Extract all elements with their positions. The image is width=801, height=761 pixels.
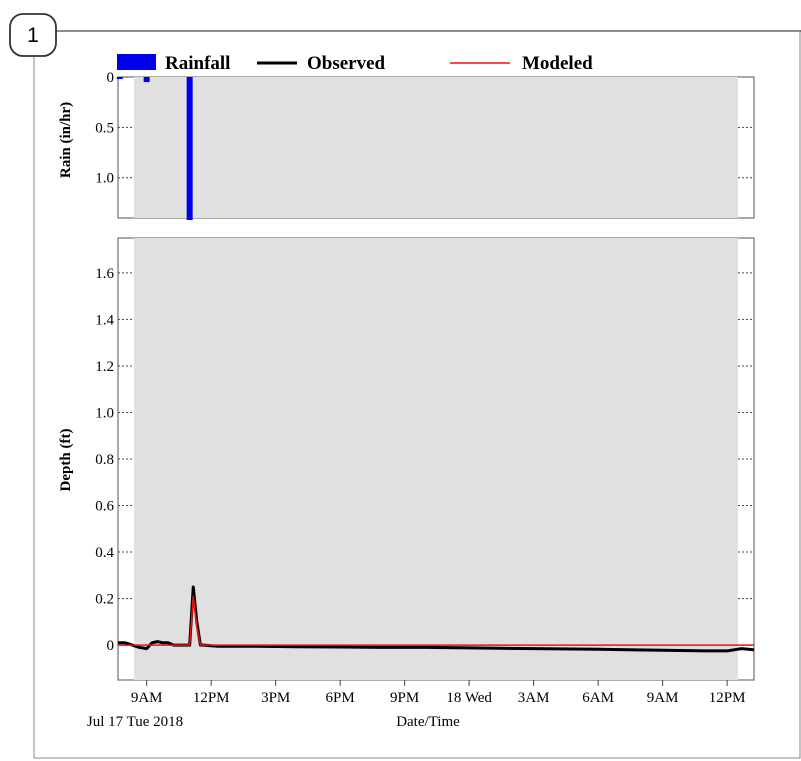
depth-y-tick-label: 1.6 [95,266,114,282]
depth-y-tick-label: 1.0 [95,405,114,421]
panel-badge-shape [9,13,57,57]
rain-y-axis-label: Rain (in/hr) [58,102,74,178]
depth-x-tick-label: 3PM [261,690,290,706]
depth-y-tick-label: 0.8 [95,452,114,468]
rain-y-tick-label: 0 [107,70,115,86]
rain-y-tick-label: 0.5 [95,120,114,136]
rain-plot-background [134,77,738,218]
depth-x-tick-label: 12PM [193,690,230,706]
depth-plot-background [134,238,738,680]
frame-border [33,30,801,759]
depth-y-tick-label: 1.4 [95,312,114,328]
depth-y-tick-label: 0.6 [95,499,114,515]
depth-x-tick-label: 6PM [326,690,355,706]
depth-x-tick-label: 9AM [131,690,163,706]
depth-y-tick-label: 0 [107,638,115,654]
rain-y-tick-label: 1.0 [95,171,114,187]
depth-x-ticks: 9AM 12PM 3PM 6PM 9PM 18 Wed 3AM 6AM 9AM 12PM [131,680,746,706]
rain-bar [116,77,123,80]
depth-y-ticks: 0 0.2 0.4 0.6 0.8 1.0 1.2 1.4 1.6 [95,266,754,654]
rain-panel: 0 0.5 1.0 Rain (in/hr) [58,70,755,221]
legend-rainfall-swatch [117,54,156,70]
legend-observed-label: Observed [307,53,386,74]
x-axis-label: Date/Time [396,714,460,730]
depth-y-tick-label: 0.2 [95,592,114,608]
depth-y-tick-label: 1.2 [95,359,114,375]
depth-x-tick-label: 9PM [390,690,419,706]
depth-x-tick-label: 12PM [709,690,746,706]
depth-y-tick-label: 0.4 [95,545,114,561]
rain-bar [186,77,193,221]
x-axis-date-label: Jul 17 Tue 2018 [87,714,183,730]
depth-y-axis-label: Depth (ft) [58,429,74,492]
modeled-series-line [118,595,754,646]
rain-y-ticks: 0 0.5 1.0 [95,70,754,187]
panel-badge: 1 [9,13,57,57]
rain-bar [143,77,150,83]
depth-lines [118,585,755,653]
legend: Rainfall Observed Modeled [117,53,593,74]
depth-x-tick-label: 3AM [518,690,550,706]
rain-bars [116,77,193,221]
depth-x-tick-label: 18 Wed [446,690,492,706]
panel-number: 1 [27,24,39,47]
depth-x-tick-label: 9AM [647,690,679,706]
legend-rainfall-label: Rainfall [165,53,230,74]
legend-modeled-label: Modeled [522,53,593,74]
depth-panel: 00.20.40.60.81.01.21.41.6 9AM 12PM 3PM 6PM 9… [58,237,755,730]
depth-x-tick-label: 6AM [582,690,614,706]
